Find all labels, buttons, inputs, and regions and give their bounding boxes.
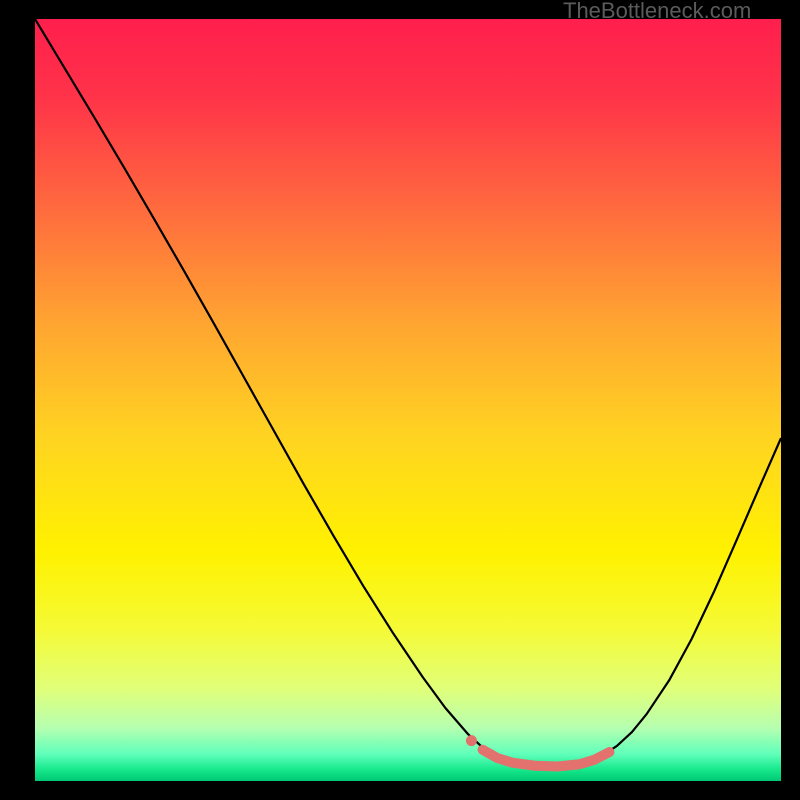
bottleneck-curve-chart xyxy=(35,19,781,781)
gradient-background xyxy=(35,19,781,781)
watermark-text: TheBottleneck.com xyxy=(563,0,751,24)
highlight-start-dot xyxy=(466,735,477,746)
plot-area xyxy=(35,19,781,781)
